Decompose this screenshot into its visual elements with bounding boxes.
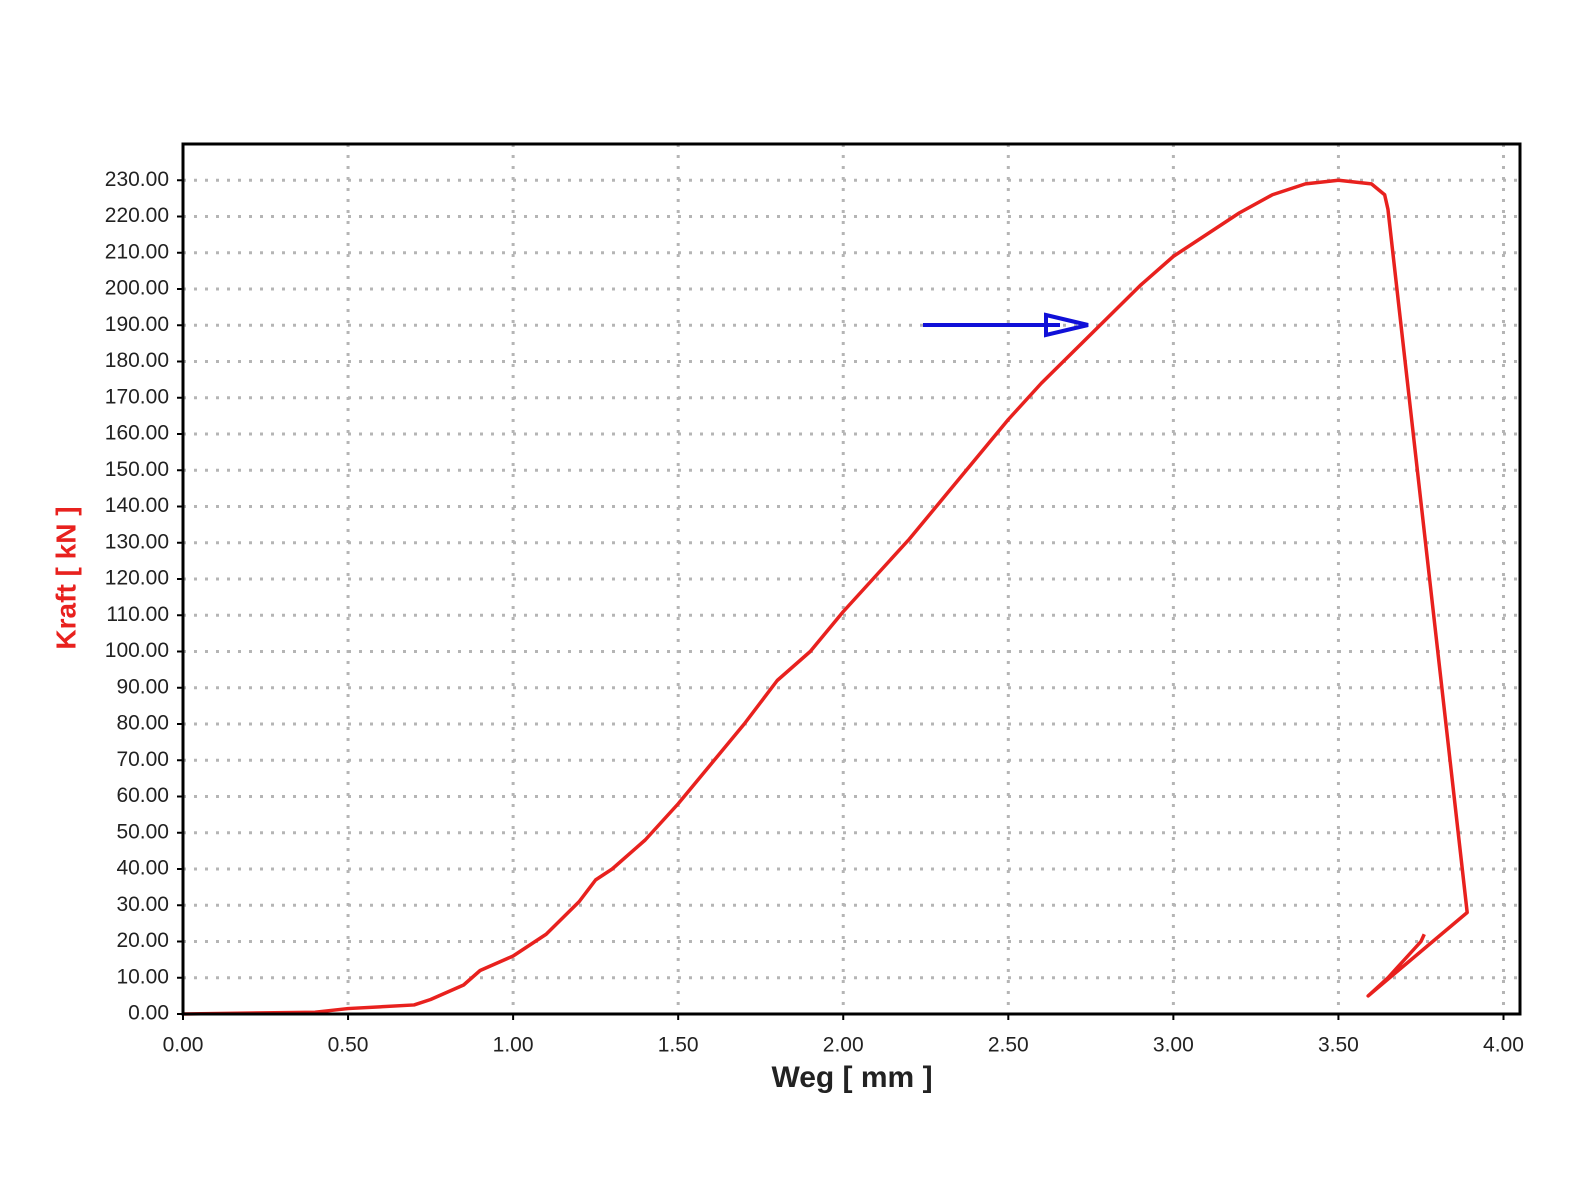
- y-tick-label: 130.00: [105, 530, 169, 553]
- y-tick-label: 180.00: [105, 349, 169, 372]
- y-axis-label: Kraft [ kN ]: [50, 506, 81, 649]
- y-tick-label: 220.00: [105, 204, 169, 227]
- y-tick-label: 100.00: [105, 639, 169, 662]
- x-tick-label: 2.00: [823, 1034, 864, 1057]
- annotation-arrow-head: [1044, 312, 1089, 338]
- x-tick-label: 3.50: [1318, 1034, 1359, 1057]
- y-tick-label: 160.00: [105, 422, 169, 445]
- x-tick-label: 3.00: [1153, 1034, 1194, 1057]
- y-tick-label: 110.00: [106, 603, 169, 626]
- x-tick-label: 1.50: [658, 1034, 699, 1057]
- y-tick-label: 80.00: [116, 712, 169, 735]
- y-tick-label: 210.00: [105, 240, 169, 263]
- y-tick-label: 90.00: [116, 675, 169, 698]
- y-tick-label: 40.00: [116, 857, 169, 880]
- y-tick-label: 200.00: [105, 277, 169, 300]
- y-tick-label: 0.00: [128, 1002, 169, 1025]
- y-tick-label: 60.00: [116, 784, 169, 807]
- x-tick-label: 0.50: [328, 1034, 369, 1057]
- y-tick-label: 230.00: [105, 168, 169, 191]
- y-tick-label: 150.00: [105, 458, 169, 481]
- x-tick-label: 2.50: [988, 1034, 1029, 1057]
- y-tick-label: 190.00: [105, 313, 169, 336]
- y-tick-label: 120.00: [105, 567, 169, 590]
- plot: [182, 178, 1469, 1016]
- y-tick-label: 20.00: [116, 929, 169, 952]
- y-tick-label: 30.00: [116, 893, 169, 916]
- x-axis-label: Weg [ mm ]: [771, 1061, 932, 1094]
- y-tick-label: 50.00: [116, 820, 169, 843]
- y-tick-label: 70.00: [116, 748, 169, 771]
- x-tick-label: 1.00: [493, 1034, 534, 1057]
- y-tick-label: 10.00: [116, 965, 169, 988]
- data-line: [182, 178, 1469, 1016]
- y-tick-label: 140.00: [105, 494, 169, 517]
- x-tick-label: 0.00: [163, 1034, 204, 1057]
- y-tick-label: 170.00: [105, 385, 169, 408]
- x-tick-label: 4.00: [1483, 1034, 1524, 1057]
